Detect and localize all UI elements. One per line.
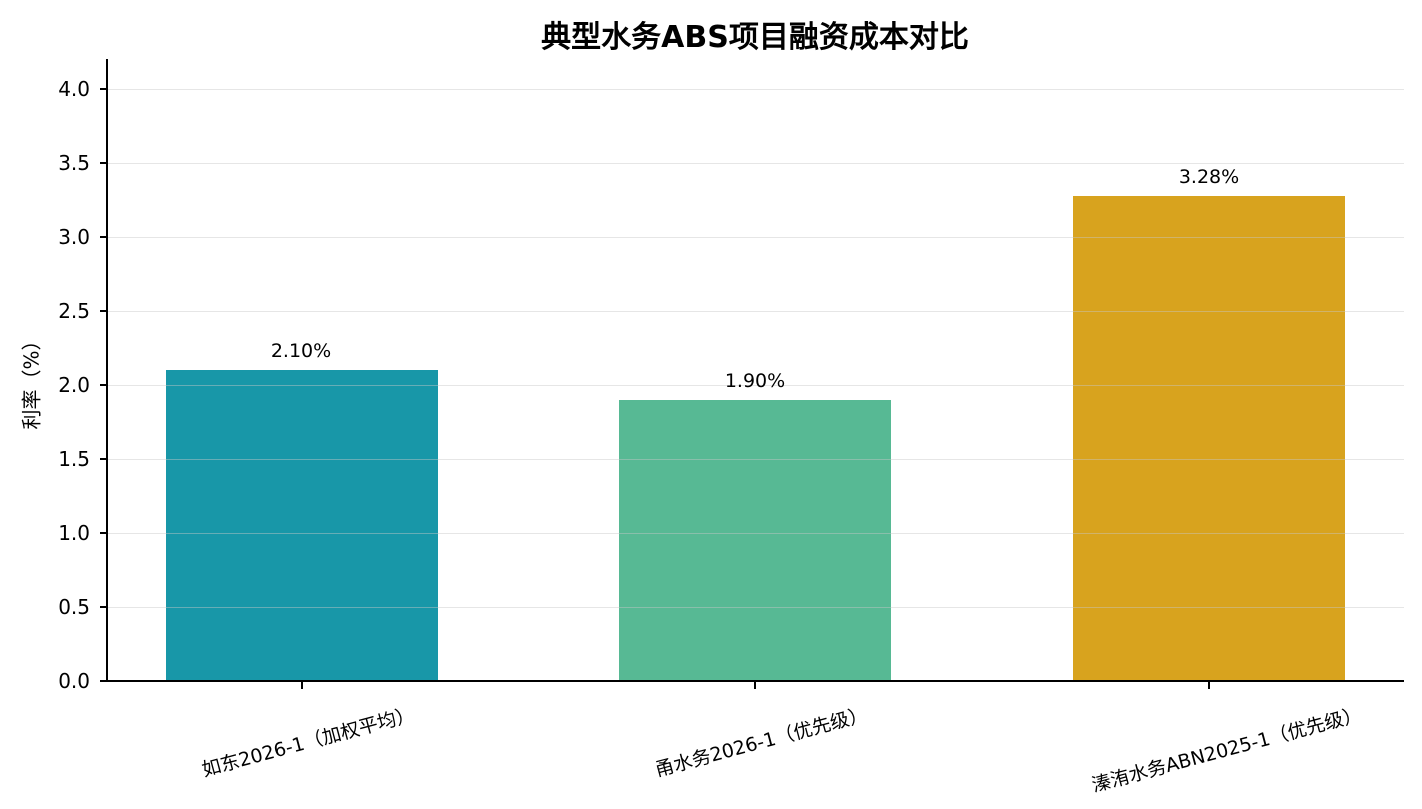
y-tick — [100, 532, 107, 534]
bar-zhenwei — [1073, 196, 1345, 681]
bar-rudong — [166, 370, 438, 681]
y-tick-label: 4.0 — [58, 77, 90, 101]
bar-yongshuiwu — [619, 400, 891, 681]
value-label-rudong: 2.10% — [270, 340, 332, 362]
gridline — [107, 385, 1404, 386]
chart-title: 典型水务ABS项目融资成本对比 — [541, 20, 969, 55]
y-tick-label: 0.0 — [58, 669, 90, 693]
y-tick-label: 3.0 — [58, 225, 90, 249]
x-tick-label-yongshuiwu: 甬水务2026-1（优先级） — [652, 703, 870, 782]
y-tick-label: 1.5 — [58, 447, 90, 471]
plot-area — [107, 59, 1404, 681]
y-tick — [100, 680, 107, 682]
gridline — [107, 237, 1404, 238]
y-tick — [100, 162, 107, 164]
x-tick — [754, 681, 756, 689]
y-tick — [100, 458, 107, 460]
gridline — [107, 163, 1404, 164]
y-tick — [100, 384, 107, 386]
y-tick-label: 0.5 — [58, 595, 90, 619]
value-label-yongshuiwu: 1.90% — [724, 370, 786, 392]
gridline — [107, 89, 1404, 90]
y-tick-label: 3.5 — [58, 151, 90, 175]
y-tick-label: 1.0 — [58, 521, 90, 545]
x-tick — [301, 681, 303, 689]
gridline — [107, 459, 1404, 460]
y-axis-line — [106, 59, 108, 682]
gridline — [107, 311, 1404, 312]
y-tick — [100, 236, 107, 238]
y-tick — [100, 606, 107, 608]
x-tick — [1208, 681, 1210, 689]
gridline — [107, 533, 1404, 534]
y-axis-label: 利率（%） — [19, 330, 44, 430]
x-tick-label-rudong: 如东2026-1（加权平均） — [199, 703, 417, 782]
y-tick — [100, 310, 107, 312]
x-tick-label-zhenwei: 溱洧水务ABN2025-1（优先级） — [1090, 703, 1365, 797]
y-tick — [100, 88, 107, 90]
y-tick-label: 2.5 — [58, 299, 90, 323]
gridline — [107, 607, 1404, 608]
value-label-zhenwei: 3.28% — [1178, 166, 1240, 188]
y-tick-label: 2.0 — [58, 373, 90, 397]
